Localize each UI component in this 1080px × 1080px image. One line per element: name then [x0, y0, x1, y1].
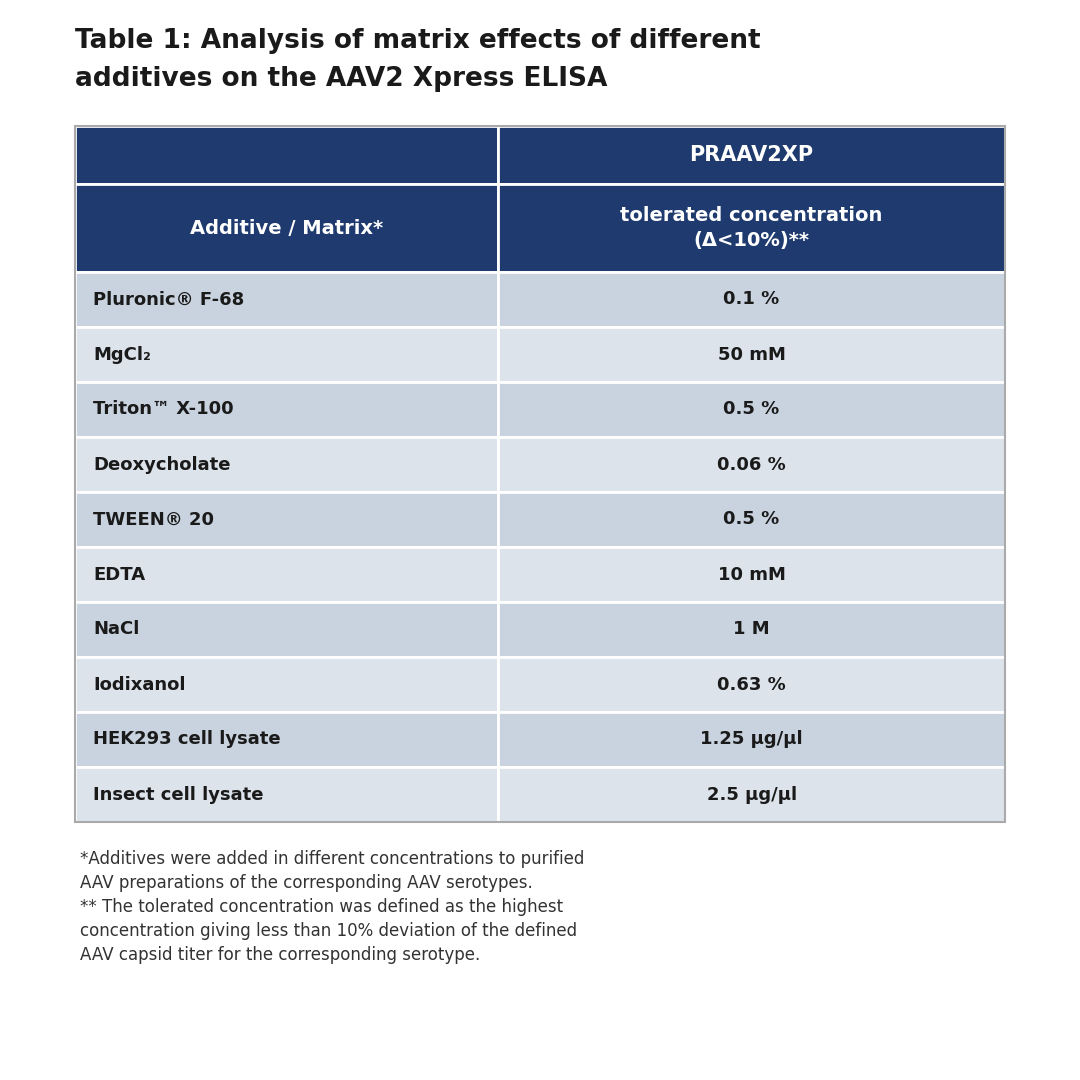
Text: Table 1: Analysis of matrix effects of different: Table 1: Analysis of matrix effects of d…: [75, 28, 760, 54]
Text: AAV capsid titer for the corresponding serotype.: AAV capsid titer for the corresponding s…: [80, 946, 481, 964]
Bar: [498, 767, 1005, 822]
Text: EDTA: EDTA: [93, 566, 145, 583]
Text: 10 mM: 10 mM: [717, 566, 785, 583]
Bar: [75, 712, 498, 767]
Text: 0.06 %: 0.06 %: [717, 456, 786, 473]
Text: NaCl: NaCl: [93, 621, 139, 638]
Text: 0.63 %: 0.63 %: [717, 675, 786, 693]
Text: 1 M: 1 M: [733, 621, 770, 638]
Text: 2.5 μg/μl: 2.5 μg/μl: [706, 785, 797, 804]
Text: ** The tolerated concentration was defined as the highest: ** The tolerated concentration was defin…: [80, 897, 563, 916]
Text: tolerated concentration
(Δ<10%)**: tolerated concentration (Δ<10%)**: [620, 206, 882, 249]
Text: 0.5 %: 0.5 %: [724, 511, 780, 528]
Bar: [75, 602, 498, 657]
Bar: [75, 657, 498, 712]
Bar: [75, 767, 498, 822]
Bar: [498, 492, 1005, 546]
Bar: [498, 272, 1005, 327]
Bar: [498, 602, 1005, 657]
Bar: [75, 492, 498, 546]
Text: MgCl₂: MgCl₂: [93, 346, 151, 364]
Text: 0.1 %: 0.1 %: [724, 291, 780, 309]
Bar: [75, 126, 1005, 822]
Text: *Additives were added in different concentrations to purified: *Additives were added in different conce…: [80, 850, 584, 868]
Text: PRAAV2XP: PRAAV2XP: [689, 145, 813, 165]
Text: concentration giving less than 10% deviation of the defined: concentration giving less than 10% devia…: [80, 922, 577, 940]
Bar: [498, 712, 1005, 767]
Text: 1.25 μg/μl: 1.25 μg/μl: [700, 730, 802, 748]
Bar: [498, 546, 1005, 602]
Bar: [498, 327, 1005, 382]
Text: Iodixanol: Iodixanol: [93, 675, 186, 693]
Bar: [75, 184, 498, 272]
Text: HEK293 cell lysate: HEK293 cell lysate: [93, 730, 281, 748]
Text: Additive / Matrix*: Additive / Matrix*: [190, 218, 383, 238]
Bar: [75, 546, 498, 602]
Text: 50 mM: 50 mM: [717, 346, 785, 364]
Bar: [75, 437, 498, 492]
Text: Triton™ X-100: Triton™ X-100: [93, 401, 233, 418]
Bar: [75, 126, 498, 184]
Bar: [75, 272, 498, 327]
Bar: [75, 382, 498, 437]
Text: Pluronic® F-68: Pluronic® F-68: [93, 291, 244, 309]
Text: TWEEN® 20: TWEEN® 20: [93, 511, 214, 528]
Bar: [75, 327, 498, 382]
Text: Insect cell lysate: Insect cell lysate: [93, 785, 264, 804]
Bar: [498, 437, 1005, 492]
Text: Deoxycholate: Deoxycholate: [93, 456, 230, 473]
Bar: [498, 382, 1005, 437]
Bar: [498, 657, 1005, 712]
Text: AAV preparations of the corresponding AAV serotypes.: AAV preparations of the corresponding AA…: [80, 874, 532, 892]
Bar: [498, 126, 1005, 184]
Text: additives on the AAV2 Xpress ELISA: additives on the AAV2 Xpress ELISA: [75, 66, 607, 92]
Bar: [498, 184, 1005, 272]
Text: 0.5 %: 0.5 %: [724, 401, 780, 418]
